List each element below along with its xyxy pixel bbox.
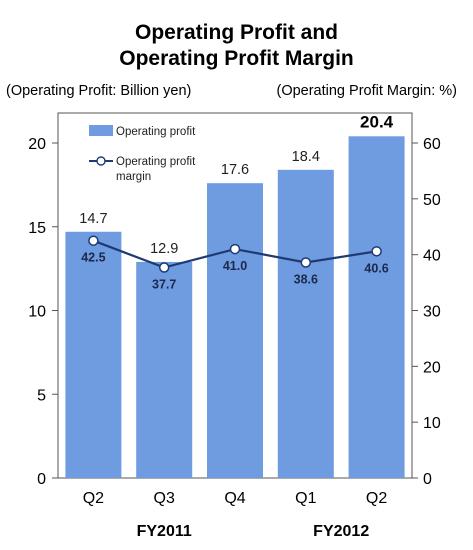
- margin-point: [158, 262, 170, 273]
- legend-bar-label: Operating profit: [116, 126, 196, 138]
- right-axis-tick-label: 20: [423, 359, 441, 376]
- bar-value-label: 12.9: [150, 241, 178, 257]
- bar: [136, 261, 193, 478]
- margin-value-label: 38.6: [294, 272, 318, 286]
- right-axis-unit: (Operating Profit Margin: %): [276, 83, 457, 99]
- bar-value-label: 14.7: [79, 211, 107, 227]
- left-axis-tick-label: 5: [37, 387, 46, 404]
- left-axis-unit: (Operating Profit: Billion yen): [6, 83, 192, 99]
- bar: [277, 169, 334, 479]
- x-axis-tick-label: Q2: [83, 490, 104, 507]
- x-axis-tick-label: Q2: [366, 490, 387, 507]
- fiscal-year-label: FY2012: [313, 523, 369, 540]
- x-axis-tick-label: Q4: [224, 490, 245, 507]
- margin-point: [300, 257, 312, 268]
- margin-value-label: 41.0: [223, 259, 247, 273]
- right-axis-tick-label: 10: [423, 415, 441, 432]
- bar-value-label: 20.4: [360, 112, 394, 131]
- bar-value-label: 17.6: [221, 162, 249, 178]
- bar: [348, 136, 405, 479]
- bar: [207, 183, 263, 478]
- margin-point: [229, 243, 241, 255]
- right-axis-tick-label: 50: [423, 192, 441, 209]
- left-axis-tick-label: 0: [37, 471, 46, 488]
- right-axis-tick-label: 40: [423, 248, 441, 265]
- right-axis-tick-label: 60: [423, 136, 441, 153]
- legend-line-marker: [96, 156, 106, 166]
- margin-point: [88, 235, 99, 246]
- chart-title-line-1: Operating Profit and: [134, 21, 338, 44]
- bar: [65, 231, 122, 478]
- right-axis-tick-label: 30: [423, 304, 441, 321]
- left-axis-tick-label: 10: [28, 304, 46, 321]
- margin-value-label: 37.7: [152, 278, 176, 292]
- x-axis-tick-label: Q1: [295, 490, 316, 507]
- fiscal-year-label: FY2011: [137, 523, 192, 540]
- right-axis-tick-label: 0: [423, 471, 432, 488]
- chart-title: Operating Profit and Operating Profit Ma…: [0, 20, 473, 72]
- legend-line-label: margin: [116, 171, 151, 183]
- left-axis-tick-label: 15: [28, 220, 46, 237]
- left-axis-tick-label: 20: [28, 136, 46, 153]
- chart-title-line-2: Operating Profit Margin: [119, 47, 354, 70]
- margin-value-label: 42.5: [81, 251, 105, 265]
- x-axis-tick-label: Q3: [154, 490, 175, 507]
- legend-line-label: Operating profit: [116, 156, 196, 168]
- bar-value-label: 18.4: [292, 149, 320, 165]
- margin-point: [371, 246, 382, 257]
- legend-bar-swatch: [89, 125, 113, 136]
- margin-value-label: 40.6: [364, 261, 388, 275]
